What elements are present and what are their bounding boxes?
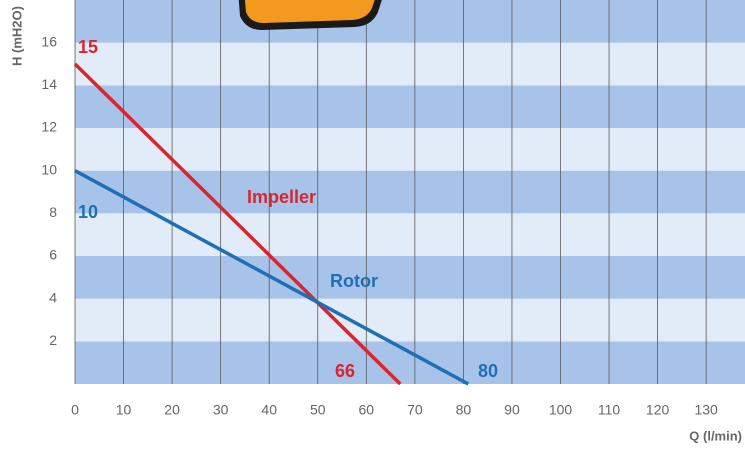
grid-band [75,341,745,384]
grid-band [75,85,745,128]
grid-band [75,171,745,214]
y-axis-label: H (mH2O) [9,6,24,66]
x-tick-label: 70 [407,402,423,418]
grid-band [75,256,745,299]
grid-band [75,299,745,342]
x-tick-label: 130 [694,402,718,418]
y-tick-label: 6 [49,247,57,263]
series-label: Impeller [247,187,316,207]
y-tick-label: 4 [49,289,57,305]
annotation: 15 [78,37,98,57]
series-label: Rotor [330,271,378,291]
y-tick-label: 2 [49,332,57,348]
annotation: 66 [335,361,355,381]
x-tick-label: 120 [646,402,670,418]
annotation: 10 [78,202,98,222]
x-tick-label: 80 [456,402,472,418]
x-tick-label: 40 [261,402,277,418]
x-tick-label: 100 [549,402,573,418]
grid-band [75,213,745,256]
page: {"chart_data": {"type": "line", "x_label… [0,0,745,449]
grid-band [75,0,745,43]
y-tick-label: 10 [41,161,57,177]
x-tick-label: 90 [504,402,520,418]
x-tick-label: 20 [164,402,180,418]
chart: H (mH2O) Q (l/min) 2 4 6 8 10 12 14 16 0 10 20 30 40… [0,0,745,449]
y-tick-label: 8 [49,204,57,220]
x-tick-label: 10 [116,402,132,418]
decor-icon [238,0,385,30]
x-tick-label: 110 [598,402,621,418]
x-tick-label: 50 [310,402,326,418]
plot-area [75,0,745,384]
y-tick-label: 12 [41,119,57,135]
grid-band [75,43,745,86]
x-axis-label: Q (l/min) [689,428,742,443]
y-tick-label: 16 [41,33,57,49]
x-tick-label: 0 [71,402,79,418]
annotation: 80 [478,361,498,381]
y-tick-label: 14 [41,76,57,92]
x-tick-label: 60 [359,402,375,418]
x-tick-label: 30 [213,402,229,418]
